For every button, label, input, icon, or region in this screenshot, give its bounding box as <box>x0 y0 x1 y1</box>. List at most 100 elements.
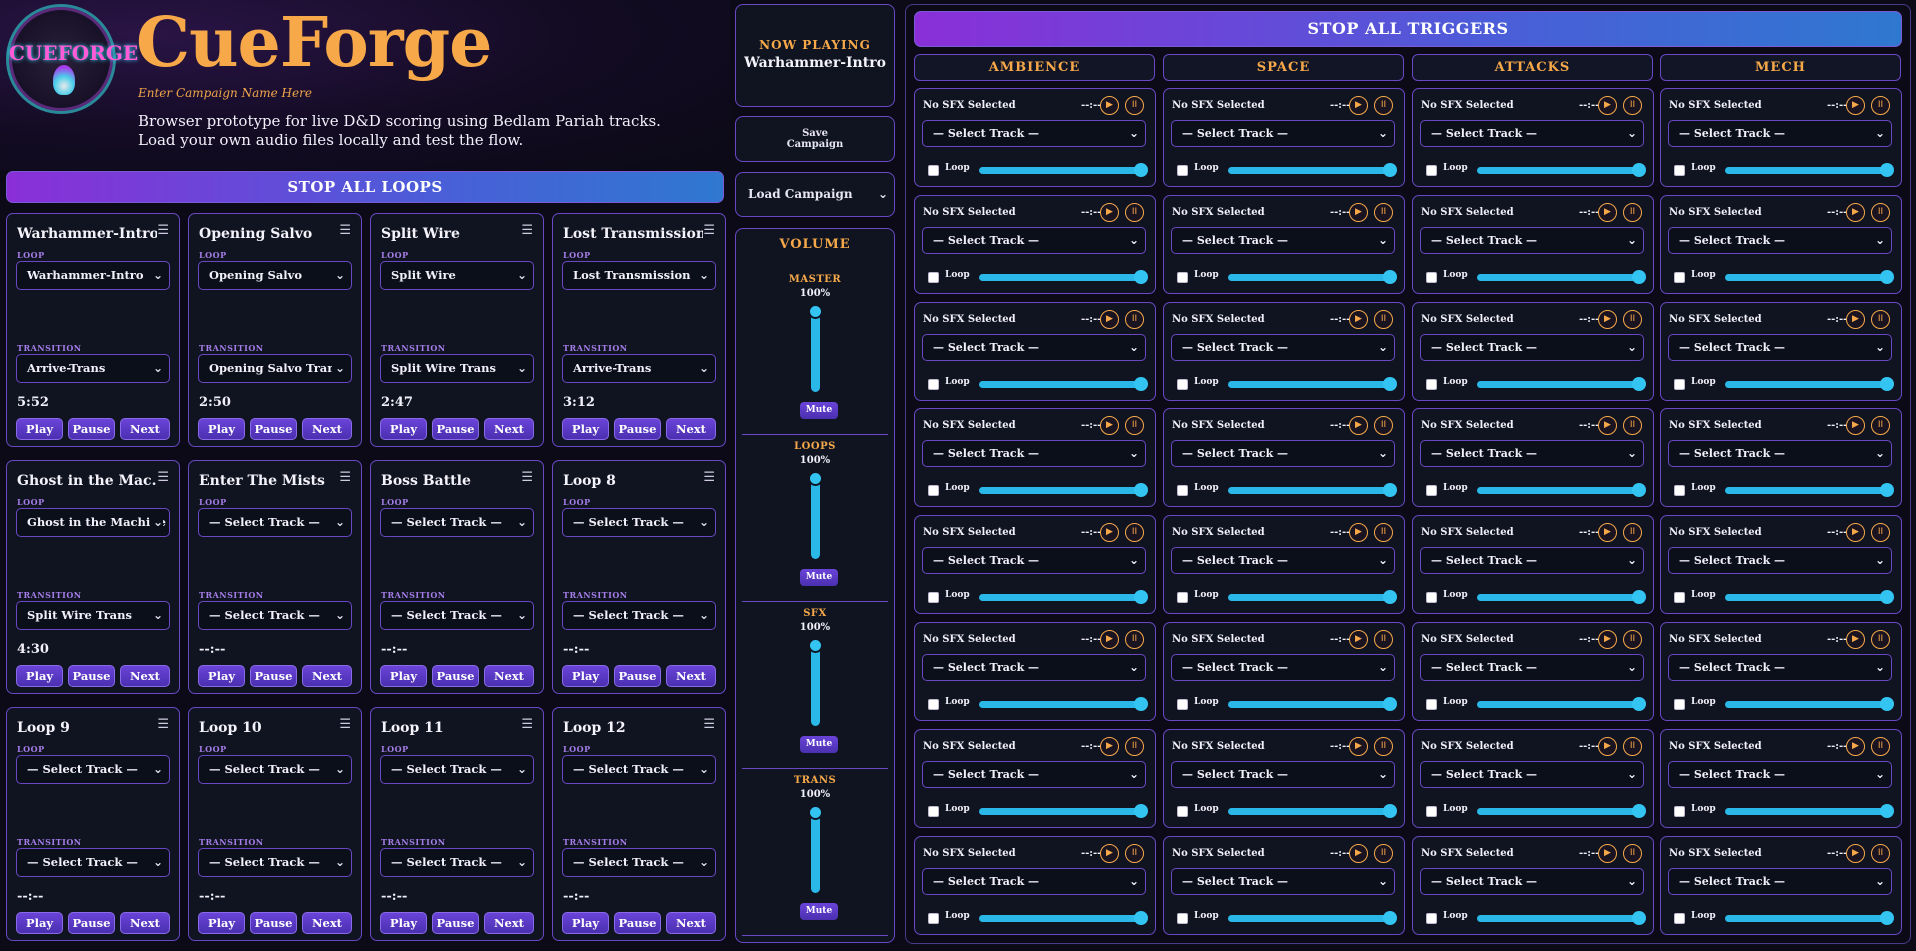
play-button[interactable]: Play <box>16 665 63 687</box>
play-button[interactable]: Play <box>562 912 609 934</box>
sfx-volume-thumb[interactable] <box>1134 483 1148 498</box>
loop-checkbox[interactable] <box>928 165 939 176</box>
sfx-volume-slider[interactable] <box>1725 594 1889 602</box>
sfx-volume-thumb[interactable] <box>1134 376 1148 391</box>
sfx-volume-thumb[interactable] <box>1632 376 1646 391</box>
mute-button[interactable]: Mute <box>800 736 838 753</box>
next-button[interactable]: Next <box>302 912 352 934</box>
sfx-track-select[interactable]: — Select Track — ⌄ <box>922 226 1146 254</box>
pause-icon[interactable]: II <box>1871 96 1890 115</box>
transition-track-select[interactable]: — Select Track — ⌄ <box>198 848 352 877</box>
loop-track-select[interactable]: — Select Track — ⌄ <box>16 755 170 784</box>
volume-slider[interactable] <box>811 811 820 893</box>
next-button[interactable]: Next <box>666 912 716 934</box>
drag-menu-icon[interactable]: ☰ <box>521 470 533 485</box>
campaign-name-field[interactable]: Enter Campaign Name Here <box>138 86 312 100</box>
drag-menu-icon[interactable]: ☰ <box>157 470 169 485</box>
pause-button[interactable]: Pause <box>250 418 297 440</box>
pause-icon[interactable]: II <box>1871 843 1890 863</box>
sfx-track-select[interactable]: — Select Track — ⌄ <box>922 654 1146 681</box>
sfx-volume-slider[interactable] <box>979 167 1143 174</box>
loop-checkbox[interactable] <box>1426 699 1437 710</box>
sfx-volume-slider[interactable] <box>979 380 1143 388</box>
sfx-track-select[interactable]: — Select Track — ⌄ <box>922 333 1146 361</box>
loop-track-select[interactable]: Split Wire ⌄ <box>380 261 534 290</box>
sfx-volume-thumb[interactable] <box>1383 590 1397 605</box>
loop-checkbox[interactable] <box>1674 378 1685 390</box>
sfx-track-select[interactable]: — Select Track — ⌄ <box>1668 440 1892 468</box>
pause-button[interactable]: Pause <box>250 665 297 687</box>
sfx-volume-slider[interactable] <box>1477 807 1641 815</box>
sfx-volume-thumb[interactable] <box>1880 163 1894 177</box>
load-campaign-select[interactable]: Load Campaign ⌄ <box>735 172 895 217</box>
pause-button[interactable]: Pause <box>432 418 479 440</box>
play-icon[interactable]: ▶ <box>1349 202 1368 222</box>
sfx-volume-thumb[interactable] <box>1632 163 1646 177</box>
loop-checkbox[interactable] <box>1674 165 1685 176</box>
sfx-track-select[interactable]: — Select Track — ⌄ <box>1420 547 1644 575</box>
drag-menu-icon[interactable]: ☰ <box>339 470 351 485</box>
loop-track-select[interactable]: — Select Track — ⌄ <box>380 755 534 784</box>
loop-checkbox[interactable] <box>1177 699 1188 710</box>
pause-button[interactable]: Pause <box>614 665 661 687</box>
sfx-track-select[interactable]: — Select Track — ⌄ <box>1171 333 1395 361</box>
sfx-volume-thumb[interactable] <box>1383 803 1397 818</box>
sfx-volume-thumb[interactable] <box>1632 269 1646 284</box>
pause-icon[interactable]: II <box>1871 736 1890 756</box>
sfx-track-select[interactable]: — Select Track — ⌄ <box>1171 120 1395 147</box>
play-button[interactable]: Play <box>198 418 245 440</box>
loop-checkbox[interactable] <box>1426 912 1437 924</box>
mute-button[interactable]: Mute <box>800 569 838 586</box>
loop-checkbox[interactable] <box>1426 378 1437 390</box>
sfx-volume-thumb[interactable] <box>1880 590 1894 605</box>
play-icon[interactable]: ▶ <box>1846 736 1865 756</box>
transition-track-select[interactable]: Arrive-Trans ⌄ <box>562 354 716 383</box>
sfx-volume-thumb[interactable] <box>1383 376 1397 391</box>
pause-button[interactable]: Pause <box>614 912 661 934</box>
sfx-volume-slider[interactable] <box>1725 487 1889 495</box>
loop-checkbox[interactable] <box>928 805 939 817</box>
sfx-volume-thumb[interactable] <box>1880 483 1894 498</box>
loop-track-select[interactable]: Opening Salvo ⌄ <box>198 261 352 290</box>
sfx-volume-slider[interactable] <box>1725 380 1889 388</box>
pause-icon[interactable]: II <box>1623 630 1642 649</box>
pause-icon[interactable]: II <box>1374 309 1393 329</box>
loop-checkbox[interactable] <box>928 592 939 604</box>
sfx-track-select[interactable]: — Select Track — ⌄ <box>922 867 1146 895</box>
pause-icon[interactable]: II <box>1374 523 1393 543</box>
play-button[interactable]: Play <box>198 912 245 934</box>
sfx-volume-slider[interactable] <box>1477 914 1641 922</box>
volume-slider-thumb[interactable] <box>808 304 823 319</box>
pause-icon[interactable]: II <box>1125 416 1144 436</box>
pause-button[interactable]: Pause <box>68 418 115 440</box>
transition-track-select[interactable]: Split Wire Trans ⌄ <box>16 601 170 630</box>
pause-icon[interactable]: II <box>1623 736 1642 756</box>
sfx-track-select[interactable]: — Select Track — ⌄ <box>1668 760 1892 788</box>
play-icon[interactable]: ▶ <box>1100 96 1119 115</box>
pause-button[interactable]: Pause <box>432 912 479 934</box>
sfx-volume-slider[interactable] <box>1228 167 1392 174</box>
sfx-track-select[interactable]: — Select Track — ⌄ <box>922 440 1146 468</box>
play-icon[interactable]: ▶ <box>1349 523 1368 543</box>
sfx-volume-thumb[interactable] <box>1134 590 1148 605</box>
play-icon[interactable]: ▶ <box>1349 309 1368 329</box>
loop-checkbox[interactable] <box>1426 485 1437 497</box>
sfx-volume-thumb[interactable] <box>1383 269 1397 284</box>
mute-button[interactable]: Mute <box>800 903 838 920</box>
sfx-volume-thumb[interactable] <box>1880 803 1894 818</box>
sfx-volume-thumb[interactable] <box>1880 269 1894 284</box>
pause-icon[interactable]: II <box>1125 736 1144 756</box>
loop-checkbox[interactable] <box>1674 592 1685 604</box>
pause-icon[interactable]: II <box>1374 736 1393 756</box>
play-icon[interactable]: ▶ <box>1598 843 1617 863</box>
sfx-volume-slider[interactable] <box>1477 380 1641 388</box>
play-icon[interactable]: ▶ <box>1100 843 1119 863</box>
sfx-volume-thumb[interactable] <box>1134 803 1148 818</box>
volume-slider[interactable] <box>811 310 820 392</box>
sfx-volume-thumb[interactable] <box>1383 910 1397 925</box>
volume-slider[interactable] <box>811 477 820 559</box>
loop-checkbox[interactable] <box>1674 271 1685 283</box>
drag-menu-icon[interactable]: ☰ <box>703 223 715 238</box>
sfx-track-select[interactable]: — Select Track — ⌄ <box>1171 760 1395 788</box>
sfx-volume-slider[interactable] <box>1725 273 1889 281</box>
